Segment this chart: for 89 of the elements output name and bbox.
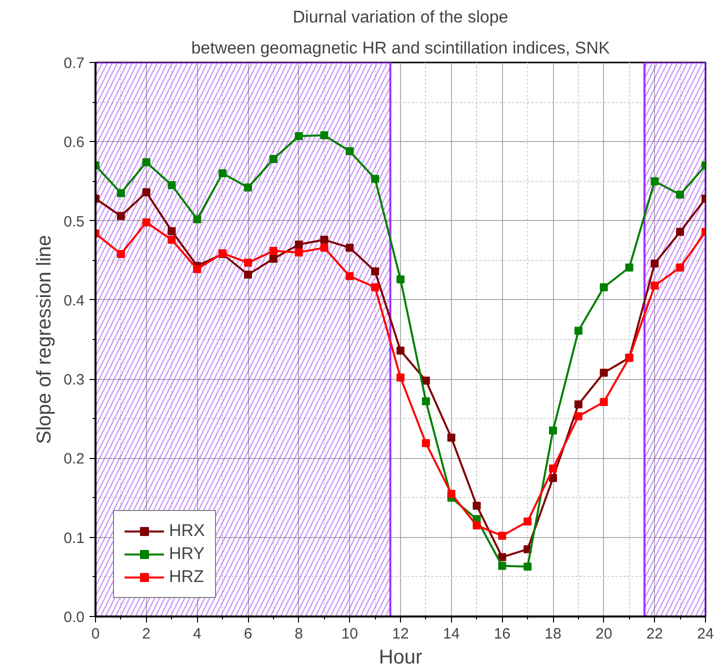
point <box>498 562 506 570</box>
point <box>396 346 404 355</box>
point <box>320 244 328 252</box>
point <box>168 181 176 190</box>
point <box>116 250 125 258</box>
point <box>676 263 684 272</box>
point <box>371 267 380 276</box>
x-tick-label: 18 <box>544 626 562 642</box>
point <box>168 236 176 244</box>
point <box>472 502 481 510</box>
point <box>422 439 430 448</box>
point <box>422 376 430 385</box>
point <box>549 426 557 435</box>
point <box>116 212 125 220</box>
point <box>498 532 506 540</box>
x-tick-label: 10 <box>341 626 358 642</box>
x-tick-label: 4 <box>192 626 202 642</box>
point <box>269 246 278 255</box>
point <box>320 236 328 244</box>
point <box>676 190 684 199</box>
point <box>422 397 430 406</box>
point <box>168 227 176 236</box>
x-tick-label: 16 <box>494 626 511 642</box>
point <box>574 326 582 335</box>
point <box>396 373 404 382</box>
point <box>346 272 354 280</box>
y-tick-label: 0.5 <box>64 213 85 230</box>
point <box>244 270 252 279</box>
point <box>447 490 456 498</box>
y-tick-label: 0.7 <box>64 55 85 72</box>
x-tick-label: 24 <box>697 626 714 642</box>
x-tick-label: 6 <box>244 626 252 642</box>
legend-label: HRY <box>169 544 205 564</box>
point <box>193 265 202 274</box>
point <box>269 254 278 263</box>
point <box>574 412 582 420</box>
y-tick-label: 0.0 <box>64 609 85 626</box>
legend-label: HRZ <box>169 567 204 587</box>
x-tick-label: 20 <box>595 626 612 642</box>
legend-label: HRX <box>169 521 205 541</box>
point <box>549 474 557 482</box>
point <box>650 177 659 186</box>
x-tick-label: 12 <box>392 626 409 642</box>
x-tick-label: 8 <box>294 626 304 642</box>
point <box>650 282 659 290</box>
point <box>142 188 150 196</box>
x-tick-label: 2 <box>142 626 151 642</box>
point <box>676 228 684 236</box>
point <box>244 184 252 192</box>
point <box>472 521 481 530</box>
x-tick-label: 0 <box>91 626 100 642</box>
point <box>524 562 532 571</box>
point <box>116 189 125 198</box>
point <box>346 244 354 252</box>
x-tick-label: 14 <box>442 626 460 642</box>
point <box>294 132 303 140</box>
chart-subtitle: between geomagnetic HR and scintillation indices, SNK <box>191 38 610 58</box>
y-tick-label: 0.2 <box>64 450 85 468</box>
point <box>447 434 456 442</box>
point <box>600 283 608 292</box>
point <box>193 215 202 224</box>
point <box>294 248 303 256</box>
y-axis-title: Slope of regression line <box>34 234 56 444</box>
point <box>346 147 354 156</box>
point <box>574 400 582 408</box>
y-tick-label: 0.6 <box>64 134 85 152</box>
point <box>600 368 608 377</box>
y-tick-label: 0.3 <box>64 372 85 389</box>
point <box>320 131 328 140</box>
point <box>244 258 252 267</box>
point <box>650 260 659 268</box>
point <box>371 174 380 183</box>
point <box>269 155 278 164</box>
point <box>142 218 150 226</box>
point <box>498 553 506 562</box>
point <box>524 518 532 526</box>
y-tick-label: 0.1 <box>64 530 85 547</box>
point <box>396 275 404 284</box>
point <box>600 398 608 406</box>
point <box>549 464 557 473</box>
x-axis-title: Hour <box>378 646 423 668</box>
point <box>218 169 227 178</box>
x-tick-label: 22 <box>646 626 664 642</box>
point <box>625 263 634 272</box>
point <box>294 240 303 249</box>
chart-title: Diurnal variation of the slope <box>292 8 508 26</box>
point <box>142 158 150 166</box>
y-tick-label: 0.4 <box>64 292 85 310</box>
point <box>371 283 380 292</box>
